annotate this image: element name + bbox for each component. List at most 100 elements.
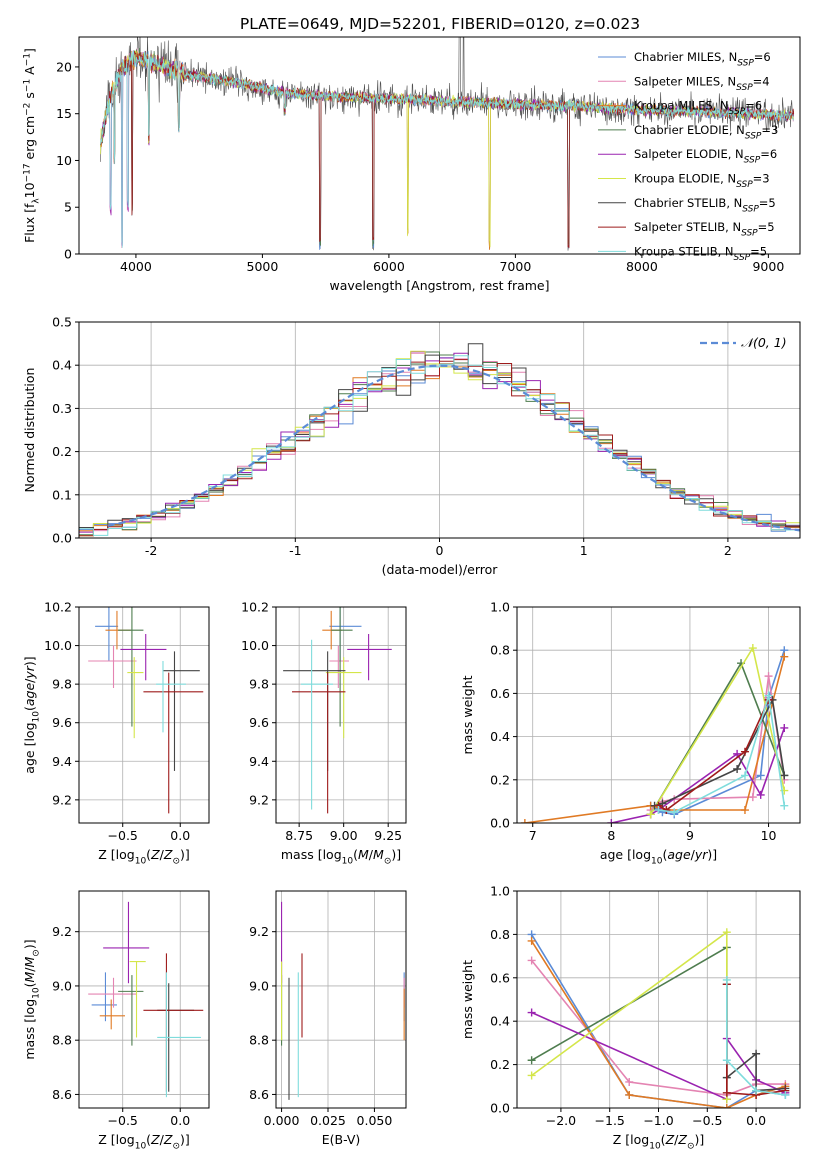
y-tick-label: 0.2 xyxy=(490,1057,510,1072)
panel-age-vs-mass: 8.75 9.00 9.25 9.2 9.4 9.6 9.8 10.0 10.2 mass [lo… xyxy=(241,600,407,867)
plus-marker xyxy=(722,1088,731,1097)
plus-marker xyxy=(756,790,765,799)
y-axis-label: mass weight xyxy=(460,675,475,754)
y-tick-label: 9.2 xyxy=(52,924,72,939)
plus-marker xyxy=(781,1090,790,1099)
x-tick-label: 4000 xyxy=(120,259,152,274)
y-tick-label: 10.0 xyxy=(44,638,72,653)
plus-marker xyxy=(607,819,616,823)
histogram-step xyxy=(79,343,800,536)
y-tick-label: 0.8 xyxy=(490,927,510,942)
plus-marker xyxy=(748,793,757,802)
panel-mass-vs-z: −0.5 0.0 8.6 8.8 9.0 9.2 Z [log10(Z/Z⊙)] mass [… xyxy=(22,890,210,1152)
error-bar-point xyxy=(88,977,137,1008)
error-bar-point xyxy=(129,960,146,1038)
legend-label: Kroupa MILES, NSSP=6 xyxy=(634,99,762,118)
x-tick-label: 9000 xyxy=(752,259,784,274)
panel-mass-vs-ebv: 0.000 0.025 0.050 8.6 8.8 9.0 9.2 E(B-V) xyxy=(249,890,407,1147)
axes-frame xyxy=(275,606,407,824)
x-tick-label: −0.5 xyxy=(692,1113,722,1128)
x-tick-label: 8 xyxy=(607,828,615,843)
axes-frame xyxy=(78,890,210,1109)
error-bar-point xyxy=(99,999,126,1030)
axes-frame xyxy=(516,890,801,1109)
panel-age-vs-z: −0.5 0.0 9.2 9.4 9.6 9.8 10.0 10.2 Z [log10(Z/Z⊙… xyxy=(22,600,210,867)
y-tick-label: 9.0 xyxy=(249,978,269,993)
axes-frame xyxy=(275,890,407,1109)
y-tick-label: 0.0 xyxy=(490,816,510,831)
y-tick-label: 0.2 xyxy=(490,772,510,787)
grid xyxy=(517,890,800,1109)
x-tick-label: 7 xyxy=(529,828,537,843)
y-tick-label: 9.6 xyxy=(249,715,269,730)
plus-marker xyxy=(722,928,731,937)
x-axis-label: age [log10(age/yr)] xyxy=(600,847,717,867)
x-tick-label: 0.050 xyxy=(357,1113,393,1128)
plus-marker xyxy=(646,810,655,819)
error-bar-point xyxy=(157,972,201,1098)
plus-marker xyxy=(527,1056,536,1065)
x-tick-label: 0.0 xyxy=(170,828,190,843)
x-tick-label: -2 xyxy=(145,543,157,558)
legend-label: Chabrier MILES, NSSP=6 xyxy=(634,50,771,69)
y-tick-label: 9.4 xyxy=(249,754,269,769)
error-bar-point xyxy=(127,657,144,739)
grid xyxy=(79,606,209,823)
y-tick-label: 0.4 xyxy=(52,358,72,373)
y-tick-label: 9.2 xyxy=(249,792,269,807)
x-tick-label: 9.00 xyxy=(330,828,358,843)
y-axis-label: mass weight xyxy=(460,960,475,1039)
error-bar-point xyxy=(103,901,150,984)
error-bar-point xyxy=(162,651,200,771)
y-tick-label: 8.6 xyxy=(249,1087,269,1102)
x-tick-label: −1.5 xyxy=(595,1113,625,1128)
plot-area xyxy=(281,901,405,1100)
plus-marker xyxy=(740,806,749,815)
plot-area xyxy=(88,901,204,1098)
legend-label: Kroupa STELIB, NSSP=5 xyxy=(634,244,767,263)
axes-frame xyxy=(78,321,801,539)
x-tick-label: 1 xyxy=(580,543,588,558)
x-axis-label: (data-model)/error xyxy=(382,562,499,577)
plus-marker xyxy=(722,975,731,984)
axes-frame xyxy=(516,606,801,824)
normal-curve xyxy=(107,364,800,532)
plot-area xyxy=(520,644,789,823)
y-tick-label: 1.0 xyxy=(490,884,510,899)
plot-area xyxy=(100,37,795,251)
x-tick-label: 8000 xyxy=(626,259,658,274)
x-axis-label: E(B-V) xyxy=(322,1132,361,1147)
plus-marker xyxy=(780,771,789,780)
y-tick-label: 20 xyxy=(56,59,72,74)
y-tick-label: 0.0 xyxy=(52,531,72,546)
y-axis-label: Normed distribution xyxy=(22,368,37,493)
plus-marker xyxy=(780,801,789,810)
y-tick-label: 8.8 xyxy=(249,1033,269,1048)
plus-marker xyxy=(748,644,757,653)
plus-marker xyxy=(527,1008,536,1017)
plot-area xyxy=(283,607,392,814)
y-axis-label: mass [log10(M/M⊙)] xyxy=(22,939,42,1059)
error-bar-point xyxy=(88,645,137,688)
plus-marker xyxy=(764,672,773,681)
histogram-step xyxy=(79,359,800,537)
x-tick-label: 10 xyxy=(761,828,777,843)
x-tick-label: 8.75 xyxy=(285,828,313,843)
error-bar-point xyxy=(283,651,346,771)
y-tick-label: 8.6 xyxy=(52,1087,72,1102)
x-tick-label: 6000 xyxy=(373,259,405,274)
y-tick-label: 15 xyxy=(56,106,72,121)
x-tick-label: 0 xyxy=(436,543,444,558)
panel-mass-weight-vs-age: 7 8 9 10 0.0 0.2 0.4 0.6 0.8 1.0 age [log10(age/yr… xyxy=(460,600,801,867)
legend: Chabrier MILES, NSSP=6 Salpeter MILES, NS… xyxy=(598,50,778,263)
x-axis-label: Z [log10(Z/Z⊙)] xyxy=(98,1132,190,1152)
y-tick-label: 10.2 xyxy=(241,600,269,615)
weight-line xyxy=(650,675,786,811)
error-bar-point xyxy=(118,975,144,1046)
y-tick-label: 9.6 xyxy=(52,715,72,730)
y-tick-label: 0.4 xyxy=(490,729,510,744)
plus-marker xyxy=(756,771,765,780)
y-tick-label: 0.6 xyxy=(490,970,510,985)
legend-label: Chabrier ELODIE, NSSP=3 xyxy=(634,123,778,142)
